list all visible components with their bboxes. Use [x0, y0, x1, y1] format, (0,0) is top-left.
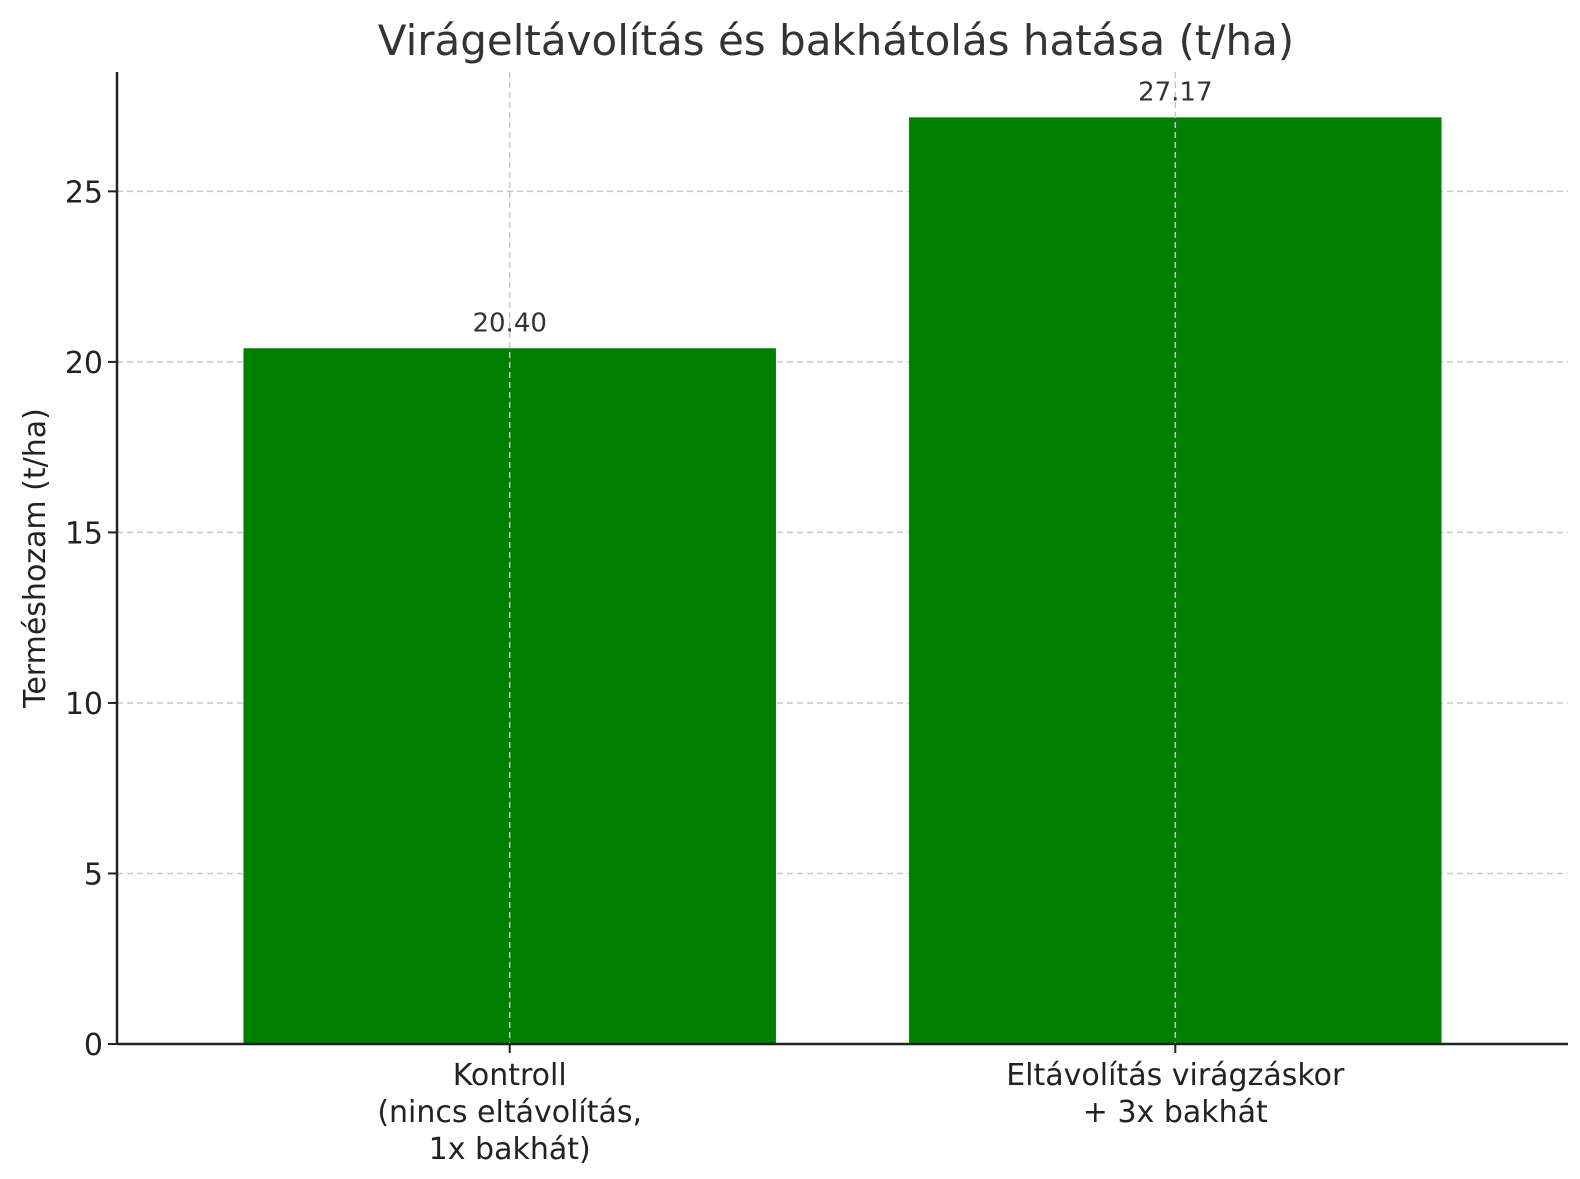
y-tick-label: 10	[65, 687, 103, 722]
x-tick-label: Eltávolítás virágzáskor	[1006, 1058, 1345, 1093]
bar-value-label: 20.40	[472, 308, 546, 338]
x-tick-label: (nincs eltávolítás,	[377, 1095, 642, 1130]
x-tick-label: Kontroll	[453, 1058, 567, 1093]
y-axis-label: Terméshozam (t/ha)	[18, 408, 53, 709]
data-labels: 20.40 27.17	[472, 77, 1212, 338]
x-tick-label: 1x bakhát)	[429, 1132, 591, 1167]
x-axis-ticks: Kontroll(nincs eltávolítás,1x bakhát) Elt…	[377, 1044, 1345, 1167]
y-tick-label: 20	[65, 346, 103, 381]
y-axis-ticks: 0 5 10 15 20 25	[65, 175, 117, 1063]
y-tick-label: 5	[84, 857, 103, 892]
y-tick-label: 25	[65, 175, 103, 210]
y-tick-label: 0	[84, 1028, 103, 1063]
chart-title: Virágeltávolítás és bakhátolás hatása (t…	[378, 16, 1294, 65]
bars	[243, 117, 1442, 1045]
y-tick-label: 15	[65, 516, 103, 551]
x-tick-label: + 3x bakhát	[1083, 1095, 1268, 1130]
vertical-grid-lines	[508, 72, 1177, 1044]
bar	[909, 117, 1442, 1045]
bar-value-label: 27.17	[1138, 77, 1212, 107]
